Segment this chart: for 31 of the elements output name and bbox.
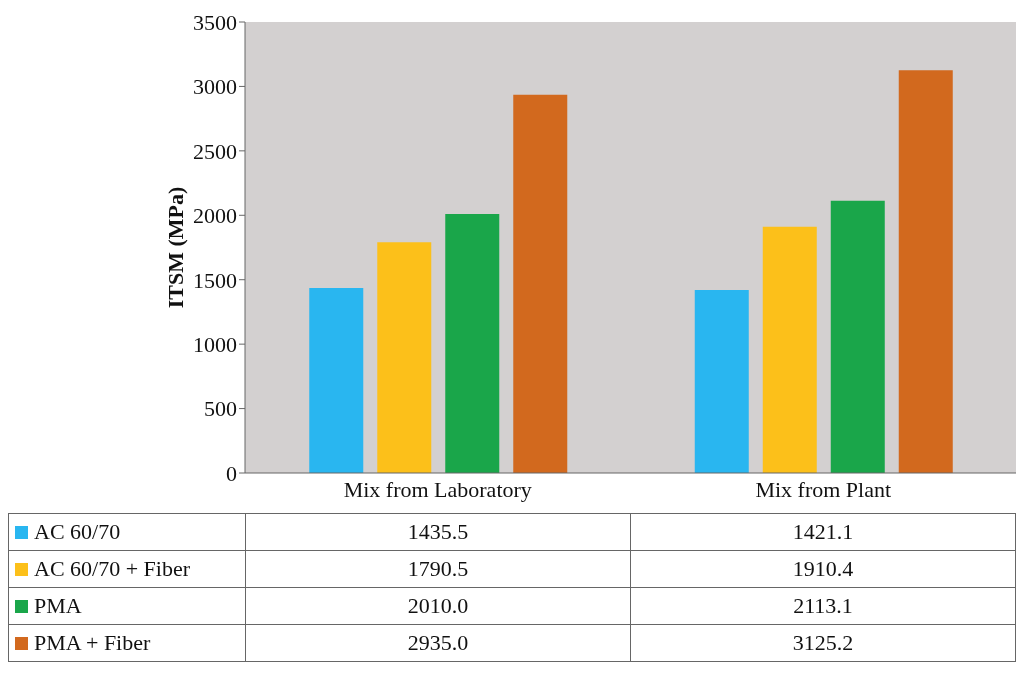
legend-label: AC 60/70 + Fiber xyxy=(34,556,191,581)
data-label: 1435.5 xyxy=(245,513,631,551)
bar xyxy=(830,200,885,473)
legend-label: PMA + Fiber xyxy=(34,630,151,655)
data-label: 1910.4 xyxy=(630,550,1016,588)
bar xyxy=(309,288,364,473)
y-tick-label: 1500 xyxy=(193,267,237,293)
data-label: 2935.0 xyxy=(245,624,631,662)
x-tick-label: Mix from Plant xyxy=(755,476,892,502)
y-tick-label: 3500 xyxy=(193,9,237,35)
bar xyxy=(694,289,749,473)
bar xyxy=(898,70,953,473)
bar xyxy=(762,226,817,473)
y-tick-label: 1000 xyxy=(193,331,237,357)
legend-label: AC 60/70 xyxy=(34,519,121,544)
data-label: 3125.2 xyxy=(630,624,1016,662)
bar xyxy=(377,242,432,473)
y-tick-label: 500 xyxy=(204,396,237,422)
data-label: 2113.1 xyxy=(630,587,1016,625)
y-tick-label: 2000 xyxy=(193,203,237,229)
bar xyxy=(445,214,500,473)
legend-label: PMA xyxy=(34,593,82,618)
data-label: 1790.5 xyxy=(245,550,631,588)
y-tick-label: 0 xyxy=(226,460,237,486)
y-tick-label: 3000 xyxy=(193,74,237,100)
data-label: 2010.0 xyxy=(245,587,631,625)
bar xyxy=(513,94,568,473)
y-tick-label: 2500 xyxy=(193,138,237,164)
x-tick-label: Mix from Laboratory xyxy=(343,476,532,502)
data-label: 1421.1 xyxy=(630,513,1016,551)
y-axis-title: ITSM (MPa) xyxy=(162,186,188,309)
